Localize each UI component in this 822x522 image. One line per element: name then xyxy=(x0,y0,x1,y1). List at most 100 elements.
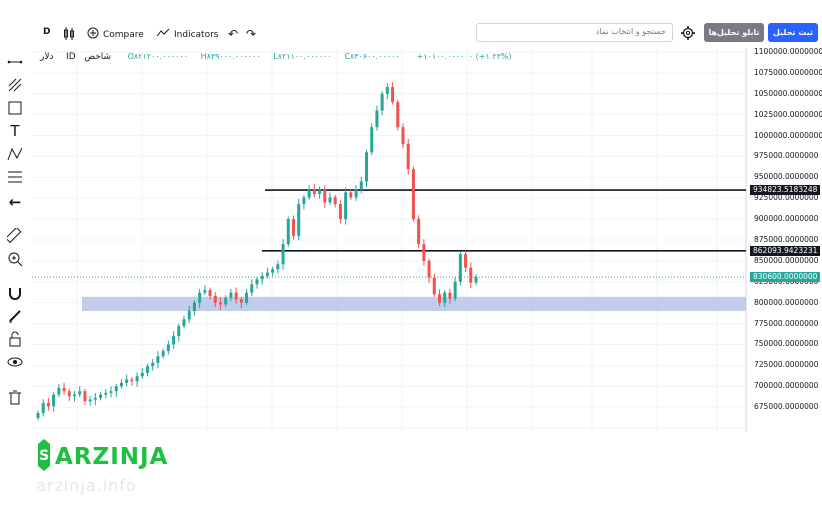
candle-body xyxy=(370,127,374,153)
gear-icon[interactable] xyxy=(681,25,695,40)
candle-body xyxy=(401,127,405,144)
candle-body xyxy=(469,267,473,283)
trash-icon[interactable] xyxy=(7,389,23,405)
indicators-icon xyxy=(156,27,170,42)
candle-body xyxy=(166,344,170,352)
candle-body xyxy=(422,244,426,261)
eye-icon[interactable] xyxy=(7,354,23,370)
candle-body xyxy=(93,397,97,400)
legend-open: O۸۲۱۲۰۰.۰۰۰۰۰۰ xyxy=(127,52,189,61)
publish-analysis-button[interactable]: ثبت تحلیل xyxy=(768,23,818,42)
price-axis-label: 1050000.0000000 xyxy=(754,88,822,98)
candle-body xyxy=(161,351,165,357)
candle-body xyxy=(140,372,144,377)
legend-symbol[interactable]: شاخص xyxy=(84,52,112,62)
lock-icon[interactable] xyxy=(7,331,23,347)
price-axis-label: 1075000.0000000 xyxy=(754,67,822,77)
candle-body xyxy=(448,292,452,299)
candle-body xyxy=(411,168,415,220)
ohlc-legend: دلار ID شاخص O۸۲۱۲۰۰.۰۰۰۰۰۰ H۸۳۹۰۰۰.۰۰۰۰… xyxy=(40,52,512,62)
candle-body xyxy=(187,311,191,320)
analysis-board-button[interactable]: تابلو تحلیل‌ها xyxy=(704,23,764,42)
candle-body xyxy=(385,87,389,94)
candle-body xyxy=(177,326,181,337)
candle-body xyxy=(354,189,358,198)
lock-drawing-icon[interactable] xyxy=(7,308,23,324)
candle-body xyxy=(146,366,149,373)
undo-icon[interactable]: ↶ xyxy=(228,27,239,41)
candle-body xyxy=(380,93,384,111)
pattern-icon[interactable] xyxy=(7,146,23,162)
price-axis-label: 900000.0000000 xyxy=(754,214,819,224)
price-axis-label: 675000.0000000 xyxy=(754,402,819,412)
candle-body xyxy=(119,382,123,387)
candle-body xyxy=(224,297,228,305)
candle-body xyxy=(260,275,264,280)
candle-body xyxy=(73,394,76,397)
candle-body xyxy=(57,387,61,395)
fib-icon[interactable] xyxy=(7,169,23,185)
candle-body xyxy=(474,277,478,283)
candle-body xyxy=(99,394,103,398)
arrow-left-icon[interactable]: ← xyxy=(8,193,22,211)
candle-body xyxy=(219,302,222,305)
interval-button[interactable]: D xyxy=(43,27,51,37)
candle-body xyxy=(203,290,207,293)
text-icon[interactable]: T xyxy=(10,122,20,140)
price-chart[interactable] xyxy=(32,48,822,432)
symbol-search-input[interactable]: جستجو و انتخاب نماد xyxy=(476,23,673,42)
ruler-icon[interactable] xyxy=(5,226,23,244)
rectangle-icon[interactable] xyxy=(7,100,23,116)
candle-body xyxy=(156,356,160,363)
compare-button[interactable]: Compare xyxy=(87,27,144,42)
candle-body xyxy=(245,292,249,303)
candle-body xyxy=(292,219,295,236)
candle-body xyxy=(338,204,342,220)
redo-icon[interactable]: ↷ xyxy=(246,27,257,41)
candle-body xyxy=(62,387,66,392)
candle-body xyxy=(198,292,202,303)
pitchfork-icon[interactable] xyxy=(7,77,23,93)
candle-body xyxy=(229,292,233,298)
candle-body xyxy=(276,264,280,270)
candle-body xyxy=(135,376,139,382)
candle-body xyxy=(328,197,332,203)
price-axis-label: 775000.0000000 xyxy=(754,318,819,328)
candle-body xyxy=(41,402,45,413)
candle-body xyxy=(443,292,447,303)
candle-body xyxy=(88,399,92,402)
candle-body xyxy=(281,244,285,265)
candle-body xyxy=(396,102,400,128)
candle-body xyxy=(182,319,186,327)
top-toolbar: D Compare Indicators ↶ ↷ جستجو و انتخاب … xyxy=(0,0,822,46)
candle-body xyxy=(427,260,431,278)
candle-body xyxy=(109,391,113,393)
line-price-tag: 934823.5183248 xyxy=(750,185,821,195)
candle-body xyxy=(234,292,238,300)
legend-low: L۸۲۱۱۰۰.۰۰۰۰۰۰ xyxy=(273,52,332,61)
candles-icon[interactable] xyxy=(63,26,75,40)
candle-body xyxy=(432,277,436,295)
candle-body xyxy=(438,294,441,303)
candle-body xyxy=(208,290,212,296)
plus-circle-icon xyxy=(87,27,99,42)
candle-body xyxy=(318,189,322,195)
candle-body xyxy=(323,189,327,203)
price-axis-label: 800000.0000000 xyxy=(754,297,819,307)
candle-body xyxy=(172,336,176,345)
drawing-toolbar: T ← xyxy=(0,22,30,432)
candle-body xyxy=(344,192,348,220)
magnet-icon[interactable] xyxy=(7,285,23,301)
candle-body xyxy=(391,87,395,103)
candle-body xyxy=(52,394,56,407)
price-axis-label: 975000.0000000 xyxy=(754,151,819,161)
candle-body xyxy=(464,254,468,268)
candle-body xyxy=(375,110,379,128)
line-tool-icon[interactable] xyxy=(7,54,23,70)
indicators-button[interactable]: Indicators xyxy=(156,27,218,42)
candle-body xyxy=(67,391,71,397)
arzinja-logo-icon: S xyxy=(34,438,54,476)
zoom-icon[interactable] xyxy=(7,251,23,267)
candle-body xyxy=(307,189,311,198)
candle-body xyxy=(46,402,50,407)
